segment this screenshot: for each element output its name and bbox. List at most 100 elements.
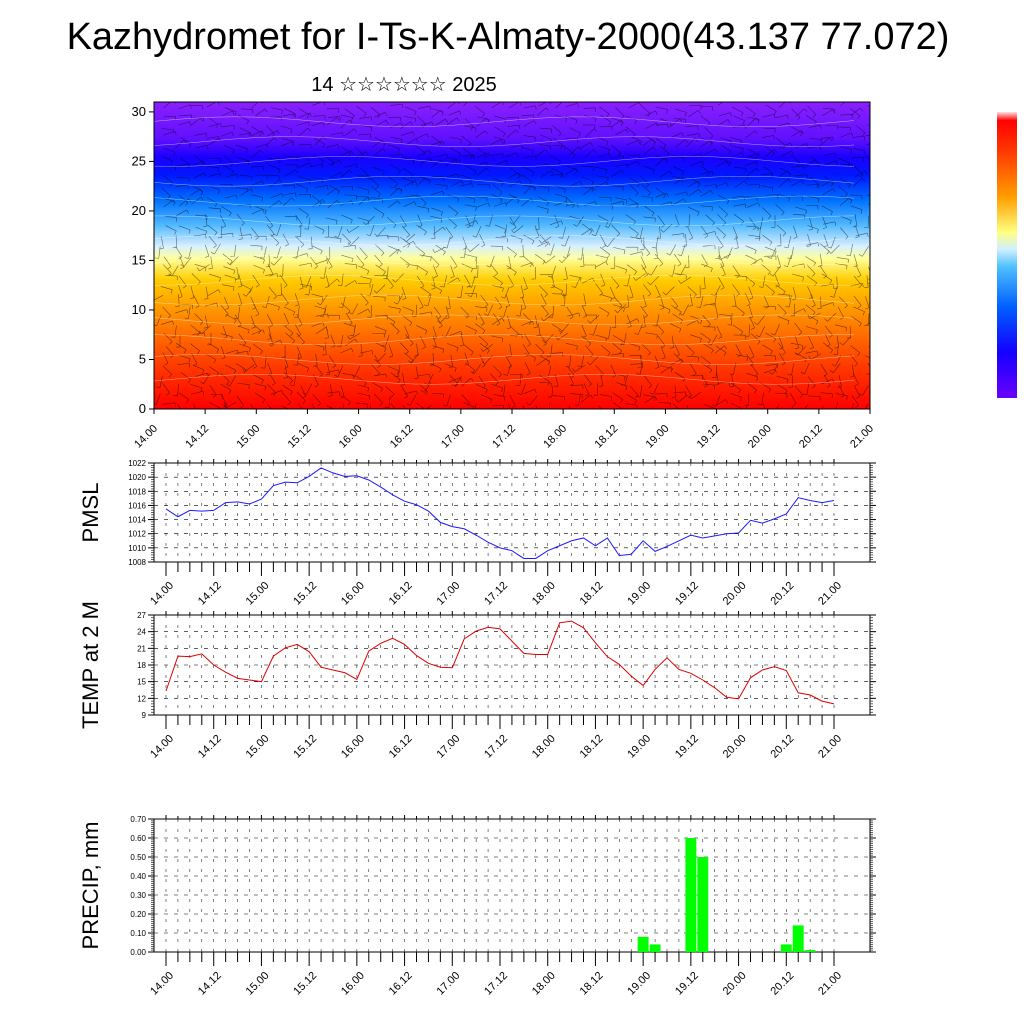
- x-tick-label: 17.00: [434, 733, 462, 761]
- x-tick-label: 18.00: [530, 580, 558, 608]
- y-tick-label: 10: [132, 302, 146, 317]
- y-tick-label: 0.50: [130, 853, 146, 862]
- x-tick-label: 20.12: [768, 970, 796, 998]
- y-tick-label: 1010: [128, 544, 146, 553]
- y-tick-label: 0.60: [130, 834, 146, 843]
- x-tick-label: 18.12: [578, 733, 606, 761]
- pmsl-line: [165, 467, 835, 559]
- panel-frame: [153, 462, 871, 563]
- y-tick-label: 1008: [128, 558, 146, 567]
- y-tick-label: 1022: [128, 459, 146, 468]
- x-tick-label: 19.00: [625, 970, 653, 998]
- x-tick-label: 21.00: [816, 970, 844, 998]
- x-tick-label: 18.12: [592, 423, 620, 451]
- chart-subtitle: 14 ☆☆☆☆☆☆ 2025: [311, 74, 497, 96]
- x-tick-label: 16.12: [387, 970, 415, 998]
- x-tick-label: 19.00: [625, 580, 653, 608]
- x-tick-label: 18.12: [578, 580, 606, 608]
- chart-title: Kazhydromet for I-Ts-K-Almaty-2000(43.13…: [66, 16, 950, 58]
- panel-frame: [153, 818, 871, 953]
- precip-bar: [780, 944, 792, 952]
- x-tick-label: 15.12: [286, 423, 314, 451]
- y-tick-label: 0.10: [130, 929, 146, 938]
- x-tick-label: 20.00: [721, 580, 749, 608]
- x-tick-label: 15.00: [244, 970, 272, 998]
- x-tick-label: 17.12: [482, 970, 510, 998]
- x-tick-label: 19.00: [625, 733, 653, 761]
- y-tick-label: 20: [132, 203, 146, 218]
- x-tick-label: 15.12: [291, 970, 319, 998]
- x-tick-label: 18.00: [530, 733, 558, 761]
- x-tick-label: 19.12: [695, 423, 723, 451]
- y-axis-label: PRECIP, mm: [78, 822, 103, 950]
- x-tick-label: 18.12: [578, 970, 606, 998]
- y-tick-label: 27: [137, 611, 146, 620]
- precip-panel: 0.00 0.10 0.20 0.30 0.40 0.50 0.60 0.70 14.00 14.…: [78, 815, 876, 998]
- y-tick-label: 1016: [128, 501, 146, 510]
- y-axis-label: PMSL: [78, 483, 103, 543]
- precip-bar: [792, 925, 804, 952]
- pmsl-panel: 1008 1010 1012 1014 1016 1018 1020 1022 14.00 14.…: [78, 459, 876, 608]
- colorbar: [997, 112, 1017, 398]
- precip-bar: [649, 944, 661, 952]
- y-tick-label: 1018: [128, 487, 146, 496]
- x-tick-label: 16.12: [387, 580, 415, 608]
- x-tick-label: 20.12: [797, 423, 825, 451]
- x-tick-label: 14.00: [148, 970, 176, 998]
- x-tick-label: 21.00: [816, 580, 844, 608]
- y-tick-label: 0.00: [130, 948, 146, 957]
- x-tick-label: 16.00: [339, 733, 367, 761]
- y-tick-label: 1020: [128, 473, 146, 482]
- x-tick-label: 17.12: [490, 423, 518, 451]
- y-tick-label: 12: [137, 694, 146, 703]
- x-tick-label: 16.12: [388, 423, 416, 451]
- x-tick-label: 19.12: [673, 733, 701, 761]
- y-tick-label: 30: [132, 104, 146, 119]
- precip-bar: [804, 950, 816, 952]
- x-tick-label: 14.12: [196, 970, 224, 998]
- x-tick-label: 17.00: [439, 423, 467, 451]
- precip-bar: [685, 838, 697, 952]
- y-tick-label: 24: [137, 628, 146, 637]
- x-tick-label: 16.00: [339, 580, 367, 608]
- x-tick-label: 19.00: [644, 423, 672, 451]
- y-tick-label: 0.30: [130, 891, 146, 900]
- x-tick-label: 14.12: [196, 733, 224, 761]
- y-tick-label: 5: [139, 351, 146, 366]
- x-tick-label: 21.00: [816, 733, 844, 761]
- y-tick-label: 0: [139, 401, 146, 416]
- x-tick-label: 16.12: [387, 733, 415, 761]
- x-tick-label: 16.00: [337, 423, 365, 451]
- x-tick-label: 17.12: [482, 733, 510, 761]
- x-tick-label: 20.00: [721, 970, 749, 998]
- x-tick-label: 15.12: [291, 733, 319, 761]
- x-tick-label: 18.00: [541, 423, 569, 451]
- x-tick-label: 14.12: [183, 423, 211, 451]
- y-tick-label: 15: [132, 252, 146, 267]
- x-tick-label: 14.00: [148, 580, 176, 608]
- y-tick-label: 9: [142, 711, 147, 720]
- x-tick-label: 21.00: [848, 423, 876, 451]
- x-tick-label: 15.12: [291, 580, 319, 608]
- x-tick-label: 20.12: [768, 733, 796, 761]
- y-tick-label: 25: [132, 153, 146, 168]
- wind-barbs: [154, 102, 870, 409]
- x-tick-label: 20.00: [746, 423, 774, 451]
- y-tick-label: 1014: [128, 516, 146, 525]
- x-tick-label: 15.00: [244, 580, 272, 608]
- y-tick-label: 0.70: [130, 815, 146, 824]
- x-tick-label: 17.12: [482, 580, 510, 608]
- y-tick-label: 15: [137, 678, 146, 687]
- x-tick-label: 14.12: [196, 580, 224, 608]
- x-tick-label: 15.00: [244, 733, 272, 761]
- x-tick-label: 14.00: [132, 423, 160, 451]
- y-tick-label: 0.40: [130, 872, 146, 881]
- x-tick-label: 19.12: [673, 970, 701, 998]
- temp-panel: 9 12 15 18 21 24 27 14.00 14.12 15.00 15.12 16.00 16…: [78, 601, 876, 761]
- x-tick-label: 17.00: [434, 970, 462, 998]
- x-tick-label: 14.00: [148, 733, 176, 761]
- y-tick-label: 18: [137, 661, 146, 670]
- x-tick-label: 18.00: [530, 970, 558, 998]
- y-axis-label: TEMP at 2 M: [78, 601, 103, 729]
- x-tick-label: 15.00: [234, 423, 262, 451]
